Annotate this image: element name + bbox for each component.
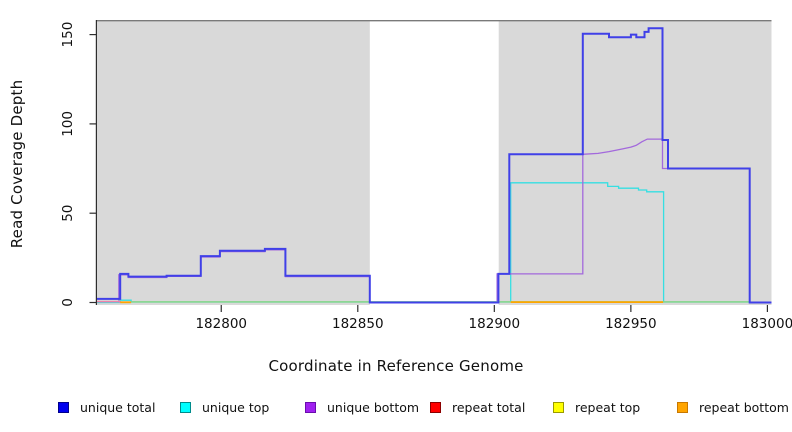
panel-shading-right [498, 20, 772, 305]
legend-swatch-icon [305, 401, 316, 413]
legend-swatch-icon [677, 401, 688, 413]
legend-label: unique top [202, 399, 270, 415]
x-axis-tick-label: 182950 [605, 316, 657, 332]
legend-label: repeat bottom [699, 399, 789, 415]
series-unique-total [97, 27, 772, 304]
legend-item-unique-bottom: unique bottom [305, 398, 419, 416]
y-axis-tick-label: 50 [60, 205, 76, 222]
legend-item-unique-top: unique top [180, 398, 269, 416]
x-axis-tick-label: 182800 [195, 316, 247, 332]
x-axis-tick-label: 182900 [469, 316, 521, 332]
legend-label: unique bottom [327, 399, 420, 415]
legend-label: unique total [80, 399, 156, 415]
x-axis-tick-label: 182850 [332, 316, 384, 332]
legend-swatch-icon [430, 401, 441, 413]
y-axis-tick-label: 100 [60, 111, 76, 137]
legend-label: repeat top [575, 399, 641, 415]
series-unique-top [97, 182, 750, 304]
y-axis-tick-label: 150 [60, 22, 76, 48]
y-axis-title: Read Coverage Depth [8, 79, 26, 249]
legend-label: repeat total [452, 399, 526, 415]
legend-item-repeat-total: repeat total [430, 398, 525, 416]
y-axis-tick-label: 0 [60, 298, 76, 307]
legend: unique total unique top unique bottom repea… [0, 398, 792, 418]
legend-swatch-icon [180, 401, 191, 413]
x-axis-title: Coordinate in Reference Genome [268, 357, 524, 375]
legend-item-repeat-top: repeat top [553, 398, 640, 416]
legend-item-unique-total: unique total [58, 398, 155, 416]
x-axis-tick-label: 183000 [742, 316, 792, 332]
legend-swatch-icon [58, 401, 69, 413]
chart-canvas: 0 50 100 150 182800 182850 182900 182950 183000 [60, 20, 792, 332]
panel-shading-left [97, 20, 370, 305]
legend-item-repeat-bottom: repeat bottom [677, 398, 789, 416]
legend-swatch-icon [553, 401, 564, 413]
